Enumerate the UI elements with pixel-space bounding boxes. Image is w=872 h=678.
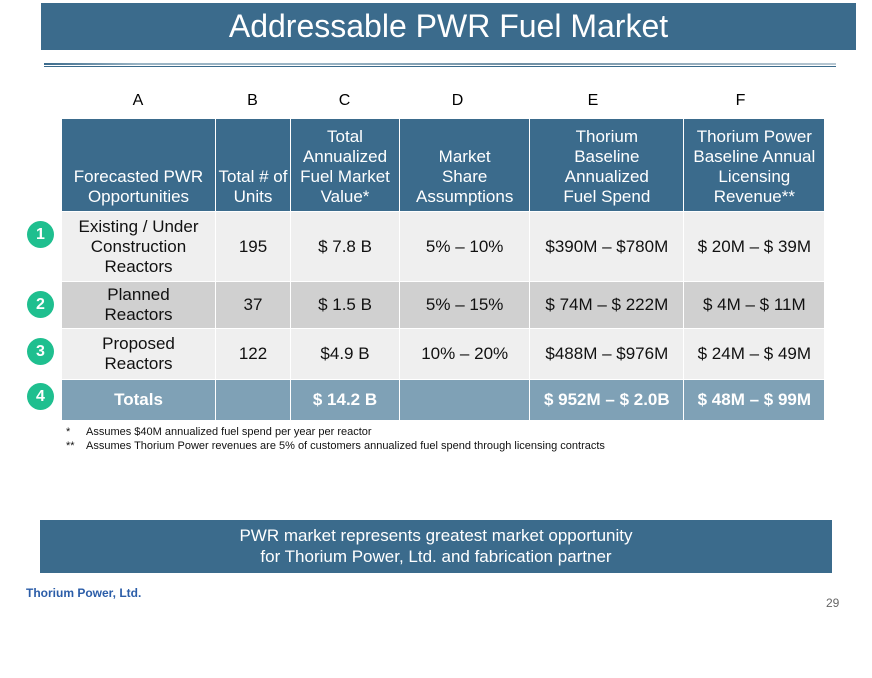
table-cell: 122 (215, 328, 291, 380)
table-cell: $390M – $780M (529, 211, 685, 282)
row-number-badge: 1 (27, 221, 54, 248)
table-cell: $ 20M – $ 39M (683, 211, 826, 282)
column-letter: C (338, 92, 351, 109)
table-cell: 5% – 10% (398, 211, 531, 282)
table-cell: $488M – $976M (529, 328, 685, 380)
table-cell: $ 7.8 B (290, 211, 400, 282)
header-cell: Total Annualized Fuel Market Value* (290, 118, 400, 212)
table-cell (215, 379, 291, 421)
conclusion-banner: PWR market represents greatest market op… (40, 520, 832, 573)
slide-title: Addressable PWR Fuel Market (41, 3, 856, 50)
header-cell: Total # of Units (215, 118, 291, 212)
column-letter: F (735, 92, 746, 109)
divider (44, 66, 836, 67)
column-letter: E (587, 92, 599, 109)
footnote-mark: ** (66, 440, 75, 452)
table-cell: $ 4M – $ 11M (683, 281, 826, 329)
row-number-badge: 2 (27, 291, 54, 318)
row-number-badge: 4 (27, 383, 54, 410)
table-cell (398, 379, 531, 421)
table-cell: $ 24M – $ 49M (683, 328, 826, 380)
table-row: Planned Reactors 37 $ 1.5 B 5% – 15% $ 7… (61, 281, 826, 329)
footnote-text: Assumes Thorium Power revenues are 5% of… (86, 440, 605, 452)
table-cell: $ 952M – $ 2.0B (529, 379, 685, 421)
footnote-mark: * (66, 426, 71, 438)
table-cell: $ 48M – $ 99M (683, 379, 826, 421)
table-cell: Proposed Reactors (61, 328, 216, 380)
column-letter: D (451, 92, 464, 109)
banner-line: for Thorium Power, Ltd. and fabrication … (260, 547, 612, 566)
column-letter: B (247, 92, 258, 109)
company-logo: Thorium Power, Ltd. (26, 586, 142, 600)
header-cell: Thorium Power Baseline Annual Licensing … (683, 118, 826, 212)
table-cell: Totals (61, 379, 216, 421)
header-cell: Thorium Baseline Annualized Fuel Spend (529, 118, 685, 212)
column-letter: A (132, 92, 144, 109)
banner-line: PWR market represents greatest market op… (239, 526, 633, 545)
table-cell: 37 (215, 281, 291, 329)
table-row: Proposed Reactors 122 $4.9 B 10% – 20% $… (61, 328, 826, 380)
table-cell: Planned Reactors (61, 281, 216, 329)
table-cell: Existing / Under Construction Reactors (61, 211, 216, 282)
table-cell: 5% – 15% (398, 281, 531, 329)
table-cell: 195 (215, 211, 291, 282)
totals-row: Totals $ 14.2 B $ 952M – $ 2.0B $ 48M – … (61, 379, 826, 421)
footnote: ** Assumes Thorium Power revenues are 5% … (66, 440, 605, 452)
table-cell: 10% – 20% (398, 328, 531, 380)
footnote-text: Assumes $40M annualized fuel spend per y… (86, 426, 372, 438)
divider (44, 63, 836, 65)
table-cell: $ 74M – $ 222M (529, 281, 685, 329)
table-header-row: Forecasted PWR Opportunities Total # of … (61, 118, 826, 212)
header-cell: Forecasted PWR Opportunities (61, 118, 216, 212)
page-number: 29 (826, 596, 840, 610)
table-cell: $ 14.2 B (290, 379, 400, 421)
footnote: * Assumes $40M annualized fuel spend per … (66, 426, 372, 438)
table-cell: $4.9 B (290, 328, 400, 380)
table-cell: $ 1.5 B (290, 281, 400, 329)
row-number-badge: 3 (27, 338, 54, 365)
market-table: Forecasted PWR Opportunities Total # of … (61, 118, 826, 421)
header-cell: Market Share Assumptions (398, 118, 531, 212)
table-row: Existing / Under Construction Reactors 1… (61, 211, 826, 282)
